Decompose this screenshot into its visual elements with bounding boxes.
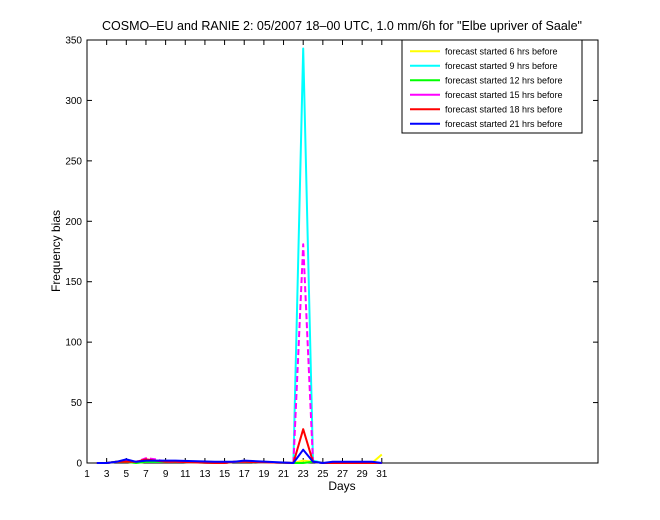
legend-label: forecast started 18 hrs before	[445, 104, 563, 114]
x-tick-label: 3	[104, 469, 110, 480]
y-axis: 0 50 100 150 200 250 300 350	[65, 36, 598, 470]
y-tick-label: 100	[65, 338, 82, 349]
series-lines	[96, 47, 383, 464]
y-tick-label: 300	[65, 96, 82, 107]
x-tick-label: 19	[258, 469, 270, 480]
x-tick-label: 9	[163, 469, 169, 480]
x-tick-label: 15	[219, 469, 231, 480]
legend-box	[401, 39, 583, 134]
y-tick-label: 50	[71, 398, 83, 409]
x-axis-label: Days	[328, 479, 355, 493]
y-axis-label: Frequency bias	[49, 210, 63, 292]
x-tick-label: 21	[278, 469, 290, 480]
y-tick-label: 350	[65, 36, 82, 47]
series-line-6	[96, 448, 382, 464]
chart-title: COSMO–EU and RANIE 2: 05/2007 18–00 UTC,…	[102, 19, 582, 33]
x-tick-label: 23	[298, 469, 310, 480]
y-tick-label: 250	[65, 156, 82, 167]
x-tick-label: 31	[376, 469, 388, 480]
legend-label: forecast started 21 hrs before	[445, 119, 563, 129]
x-tick-label: 5	[124, 469, 130, 480]
x-tick-label: 7	[143, 469, 149, 480]
x-tick-label: 27	[337, 469, 349, 480]
x-axis: 1 3 5 7 9 11 13 15 17 19 21 23 25 27 29 31	[84, 40, 388, 480]
x-tick-label: 13	[199, 469, 211, 480]
legend-label: forecast started 12 hrs before	[445, 75, 563, 85]
legend-label: forecast started 15 hrs before	[445, 90, 563, 100]
legend: forecast started 6 hrs before forecast st…	[401, 39, 583, 134]
x-tick-label: 11	[180, 469, 191, 480]
legend-label: forecast started 6 hrs before	[445, 46, 558, 56]
y-tick-label: 150	[65, 277, 82, 288]
y-tick-label: 0	[76, 459, 82, 470]
y-tick-label: 200	[65, 217, 82, 228]
x-tick-label: 29	[357, 469, 369, 480]
x-tick-label: 25	[317, 469, 329, 480]
x-tick-label: 17	[239, 469, 251, 480]
x-tick-label: 1	[84, 469, 90, 480]
legend-label: forecast started 9 hrs before	[445, 61, 558, 71]
